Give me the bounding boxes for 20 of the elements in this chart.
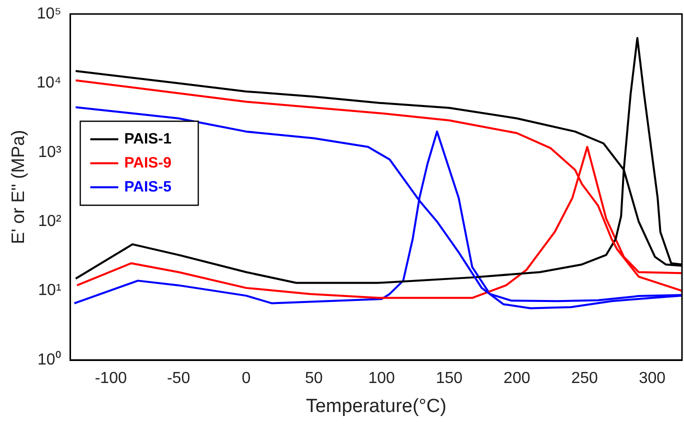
y-tick-label: 10⁰: [37, 350, 62, 368]
x-tick-label: 300: [638, 370, 666, 388]
x-tick-label: 0: [242, 370, 251, 388]
y-axis-title: E' or E'' (MPa): [8, 130, 28, 244]
x-tick-label: 200: [504, 370, 530, 388]
x-tick-label: 100: [368, 370, 395, 388]
x-tick-label: 50: [304, 370, 323, 388]
legend-label: PAIS-1: [124, 130, 172, 148]
x-tick-label: 250: [571, 370, 598, 388]
x-axis-title: Temperature(°C): [306, 396, 446, 417]
x-tick-label: -100: [94, 370, 127, 388]
y-tick-label: 10¹: [38, 282, 62, 300]
legend-label: PAIS-9: [124, 154, 172, 172]
y-tick-label: 10³: [38, 144, 62, 161]
y-tick-label: 10⁵: [36, 5, 62, 22]
x-tick-label: 150: [436, 370, 463, 388]
y-tick-label: 10⁴: [36, 74, 62, 92]
x-tick-label: -50: [166, 370, 190, 388]
y-tick-label: 10²: [38, 213, 62, 230]
legend-label: PAIS-5: [124, 178, 172, 196]
